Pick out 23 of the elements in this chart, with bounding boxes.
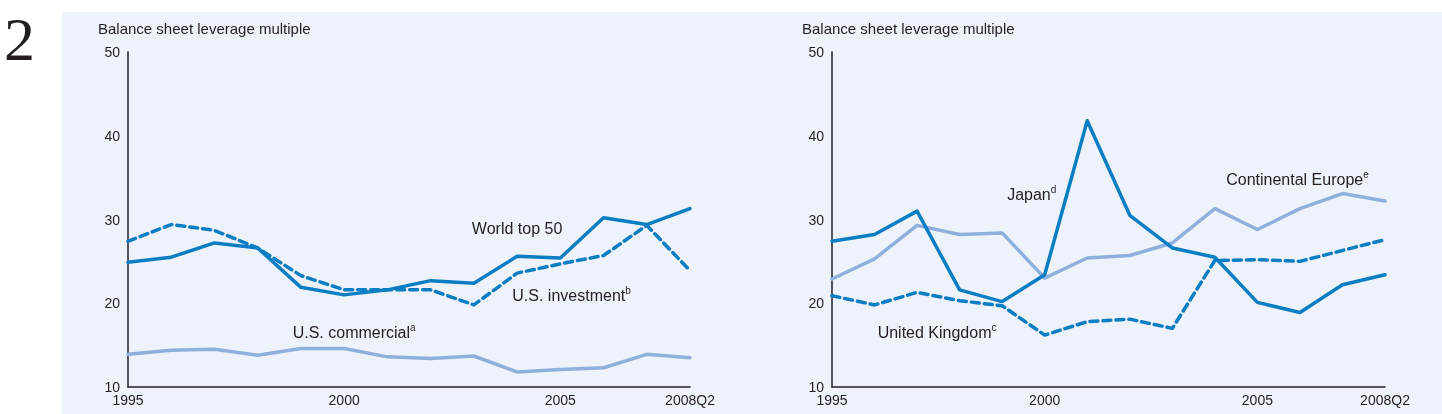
y-tick-label: 10 <box>104 379 121 395</box>
y-tick-label: 10 <box>808 379 825 395</box>
x-tick-label: 2005 <box>1241 392 1274 408</box>
x-tick-label: 2000 <box>1029 392 1061 408</box>
x-tick-label: 1995 <box>112 392 144 408</box>
y-tick-label: 50 <box>104 44 121 60</box>
series-label: World top 50 <box>471 219 563 237</box>
line-series <box>126 346 692 374</box>
y-tick-label: 20 <box>104 295 121 312</box>
x-tick-label: 2005 <box>544 392 577 408</box>
y-tick-label: 30 <box>104 211 121 228</box>
x-tick-label: 2008Q2 <box>665 392 716 408</box>
y-tick-label: 40 <box>104 127 121 144</box>
text: 2 <box>4 5 35 73</box>
y-tick-label: 30 <box>808 211 825 228</box>
x-tick-label: 2008Q2 <box>1360 392 1411 408</box>
x-tick-label: 2000 <box>328 392 360 408</box>
y-axis-title: Balance sheet leverage multiple <box>98 20 311 37</box>
x-tick-label: 1995 <box>816 392 848 408</box>
y-tick-label: 50 <box>808 44 825 60</box>
y-tick-label: 40 <box>808 127 825 144</box>
y-tick-label: 20 <box>808 295 825 312</box>
y-axis-title: Balance sheet leverage multiple <box>802 20 1015 37</box>
